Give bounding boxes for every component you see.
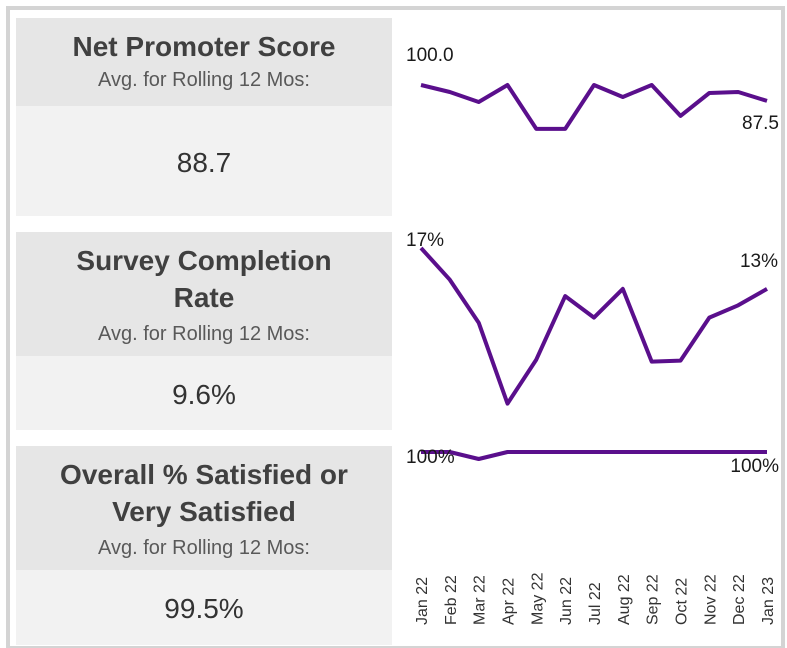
x-tick-label: Mar 22 xyxy=(472,575,489,625)
data-label: 17% xyxy=(406,230,444,251)
x-tick-label: Jan 23 xyxy=(760,577,777,625)
data-label: 100% xyxy=(730,456,779,477)
x-tick-label: Nov 22 xyxy=(702,574,719,625)
data-label: 87.5 xyxy=(742,113,779,134)
data-label: 13% xyxy=(740,251,778,272)
x-tick-label: May 22 xyxy=(529,572,546,625)
x-tick-label: Apr 22 xyxy=(501,578,518,625)
data-label: 100% xyxy=(406,447,455,468)
sparkline xyxy=(420,83,768,131)
tile-subtitle: Avg. for Rolling 12 Mos: xyxy=(98,69,310,91)
tile-body xyxy=(16,356,392,430)
tile-value: 88.7 xyxy=(177,147,232,178)
tile-title: Overall % Satisfied or Very Satisfied xyxy=(60,459,348,527)
x-tick-label: Feb 22 xyxy=(443,575,460,625)
x-tick-label: Sep 22 xyxy=(645,574,662,625)
tile-header xyxy=(16,18,392,106)
x-tick-label: Jul 22 xyxy=(587,582,604,625)
x-tick-label: Jun 22 xyxy=(558,577,575,625)
tile-subtitle: Avg. for Rolling 12 Mos: xyxy=(98,537,310,559)
tile-body xyxy=(16,106,392,216)
tile-header xyxy=(16,232,392,356)
x-tick-label: Jan 22 xyxy=(414,577,431,625)
x-tick-label: Aug 22 xyxy=(616,574,633,625)
tile-value: 9.6% xyxy=(172,379,236,410)
tile-value: 99.5% xyxy=(164,593,243,624)
x-tick-label: Oct 22 xyxy=(674,578,691,625)
tile-subtitle: Avg. for Rolling 12 Mos: xyxy=(98,323,310,345)
sparkline xyxy=(419,246,768,406)
tile-header xyxy=(16,446,392,570)
tile-title: Survey Completion Rate xyxy=(76,245,331,313)
data-label: 100.0 xyxy=(406,45,454,66)
x-tick-label: Dec 22 xyxy=(731,574,748,625)
tile-body xyxy=(16,570,392,645)
sparkline xyxy=(421,450,767,461)
tile-title: Net Promoter Score xyxy=(73,31,336,62)
